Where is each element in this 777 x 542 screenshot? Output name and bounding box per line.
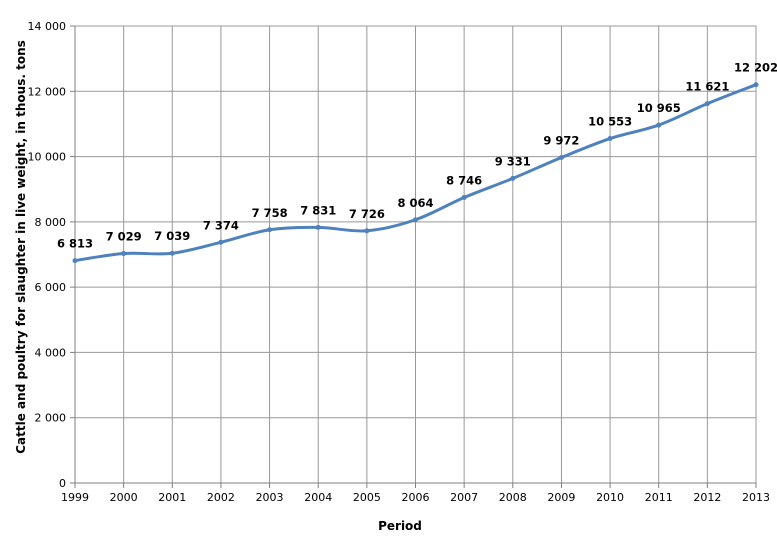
data-label: 7 726 xyxy=(349,207,385,221)
y-tick-label: 4 000 xyxy=(35,346,67,359)
data-point xyxy=(72,258,78,264)
data-labels: 6 813 7 029 7 039 7 374 7 758 7 831 7 726 8 064… xyxy=(57,61,777,251)
x-tick-label: 1999 xyxy=(61,491,89,504)
x-tick-label: 2012 xyxy=(693,491,721,504)
data-point xyxy=(704,101,710,107)
data-point xyxy=(267,227,273,233)
data-label: 8 746 xyxy=(446,174,482,188)
data-point xyxy=(413,217,418,223)
data-label: 7 039 xyxy=(154,229,190,243)
y-tick-label: 2 000 xyxy=(35,412,67,425)
data-label: 8 064 xyxy=(397,196,433,210)
x-tick-label: 2005 xyxy=(353,491,381,504)
data-point xyxy=(753,82,759,88)
y-tick-label: 10 000 xyxy=(28,151,67,164)
y-tick-label: 0 xyxy=(59,477,66,490)
data-point xyxy=(558,154,564,160)
data-point xyxy=(315,224,321,230)
x-tick-label: 2009 xyxy=(547,491,575,504)
data-label: 7 029 xyxy=(106,230,142,244)
y-tick-label: 12 000 xyxy=(28,85,67,98)
data-label: 7 374 xyxy=(203,218,239,232)
x-tick-label: 2006 xyxy=(402,491,430,504)
data-point xyxy=(656,122,662,128)
x-tick-label: 2002 xyxy=(207,491,235,504)
data-label: 10 553 xyxy=(588,115,632,129)
data-point xyxy=(510,175,516,181)
data-point xyxy=(218,239,224,245)
data-label: 9 972 xyxy=(543,133,579,147)
data-point xyxy=(169,250,175,256)
data-label: 9 331 xyxy=(495,154,531,168)
x-tick-label: 2010 xyxy=(596,491,624,504)
data-point xyxy=(121,251,127,257)
data-label: 6 813 xyxy=(57,237,93,251)
data-point xyxy=(607,136,613,142)
data-label: 7 831 xyxy=(300,203,336,217)
data-label: 11 621 xyxy=(685,80,729,94)
x-tick-label: 2001 xyxy=(158,491,186,504)
data-points xyxy=(72,82,759,264)
x-tick-label: 2013 xyxy=(742,491,770,504)
data-point xyxy=(364,228,370,234)
y-tick-label: 14 000 xyxy=(28,20,67,33)
x-tick-label: 2004 xyxy=(304,491,332,504)
y-tick-label: 8 000 xyxy=(35,216,67,229)
axes xyxy=(70,25,757,488)
x-tick-label: 2003 xyxy=(256,491,284,504)
y-tick-labels: 0 2 000 4 000 6 000 8 000 10 000 12 000 14 000 xyxy=(28,20,67,490)
data-label: 12 202 xyxy=(734,61,777,75)
x-axis-title: Period xyxy=(378,519,422,533)
y-tick-label: 6 000 xyxy=(35,281,67,294)
x-tick-label: 2008 xyxy=(499,491,527,504)
y-axis-title: Cattle and poultry for slaughter in live… xyxy=(14,40,28,454)
data-point xyxy=(461,195,467,201)
x-tick-label: 2000 xyxy=(110,491,138,504)
data-label: 7 758 xyxy=(252,206,288,220)
x-tick-label: 2011 xyxy=(645,491,673,504)
gridlines xyxy=(74,25,757,484)
x-tick-labels: 1999 2000 2001 2002 2003 2004 2005 2006 2007 2008… xyxy=(61,491,770,504)
data-label: 10 965 xyxy=(637,101,681,115)
x-tick-label: 2007 xyxy=(450,491,478,504)
